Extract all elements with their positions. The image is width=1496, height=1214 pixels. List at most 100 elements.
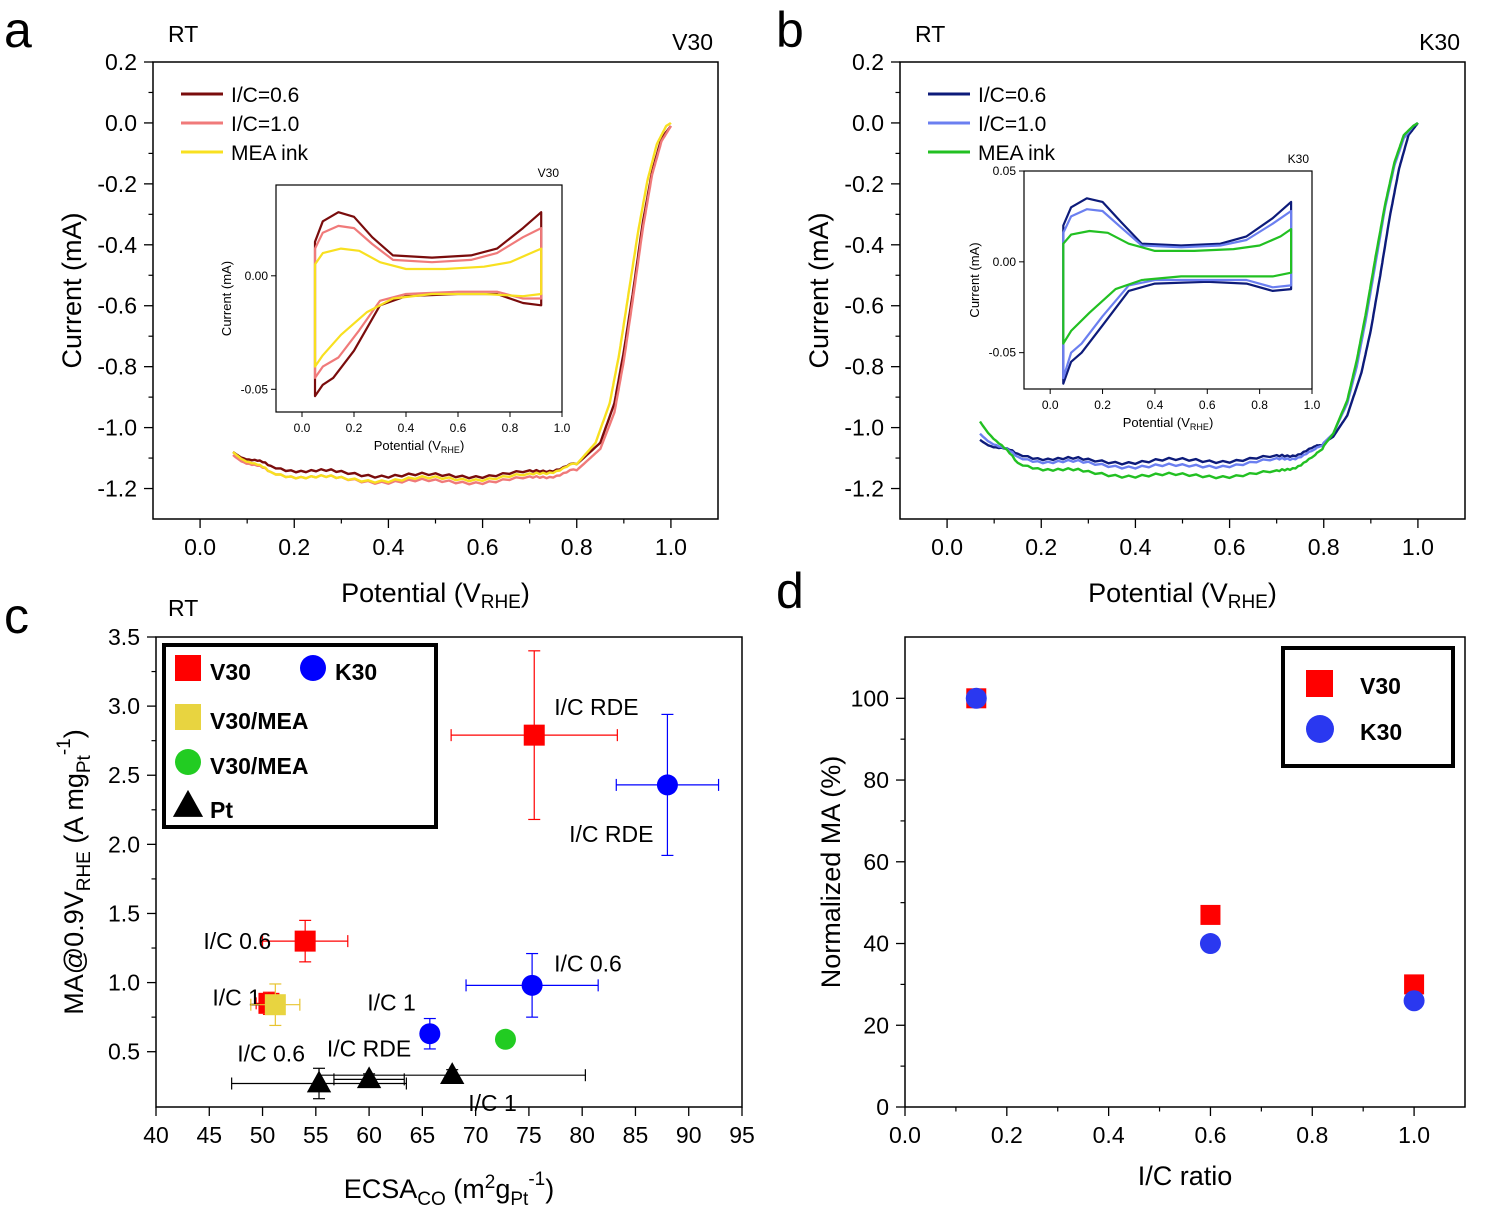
- panel-a-legend-label-2: MEA ink: [231, 142, 309, 165]
- panel-d-x-tick-label: 0.2: [991, 1122, 1023, 1148]
- panel-c-legend-label-3: V30/MEA: [210, 753, 308, 779]
- panel-a-inset-x-tick-label: 0.0: [294, 421, 311, 435]
- panel-b-inset-x-tick-label: 0.0: [1042, 398, 1059, 412]
- panel-b-inset-y-label: Current (mA): [967, 242, 982, 317]
- panel-a-y-tick-label: -1.0: [97, 415, 137, 441]
- panel-a-inset-y-tick-label: 0.00: [245, 269, 269, 283]
- panel-a-x-axis-label: Potential (VRHE): [341, 578, 530, 613]
- panel-c-point-label-9: I/C RDE: [327, 1035, 411, 1061]
- panel-d-y-tick-label: 40: [863, 931, 889, 957]
- panel-a-y-tick-label: -0.4: [97, 232, 137, 258]
- panel-b-y-tick-label: 0.0: [852, 110, 884, 136]
- panel-c-point-8: [306, 1070, 332, 1093]
- panel-a-y-tick-label: -0.2: [97, 171, 137, 197]
- panel-b-inset-x-tick-label: 0.4: [1147, 398, 1164, 412]
- panel-c-legend-marker-2: [175, 704, 201, 730]
- panel-a-inset-y-tick-label: -0.05: [241, 382, 269, 396]
- panel-a-y-axis-label: Current (mA): [57, 212, 87, 368]
- panel-c-legend-marker-3: [175, 749, 201, 775]
- panel-c-point-label-3: I/C RDE: [569, 821, 653, 847]
- panel-d-y-tick-label: 80: [863, 767, 889, 793]
- panel-b-y-tick-label: -1.2: [844, 476, 884, 502]
- panel-c-point-3: [656, 774, 678, 796]
- panel-b-x-tick-label: 0.4: [1119, 534, 1151, 560]
- panel-a-inset-x-tick-label: 0.2: [346, 421, 363, 435]
- panel-a-inset-x-tick-label: 0.4: [398, 421, 415, 435]
- panel-a-y-tick-label: 0.2: [105, 49, 137, 75]
- panel-c-letter: c: [4, 588, 29, 644]
- panel-a-x-tick-label: 0.4: [372, 534, 404, 560]
- panel-d-x-tick-label: 0.8: [1296, 1122, 1328, 1148]
- panel-b-y-axis-label: Current (mA): [804, 212, 834, 368]
- panel-b-series-2-line: [979, 122, 1419, 480]
- panel-b-inset-frame: [1023, 170, 1313, 390]
- panel-b-x-tick-label: 0.2: [1025, 534, 1057, 560]
- panel-c-y-tick-label: 0.5: [108, 1039, 140, 1065]
- panel-a-series-2-line: [232, 122, 672, 484]
- panel-b-y-tick-label: -1.0: [844, 415, 884, 441]
- panel-d-legend-marker-1: [1306, 715, 1334, 743]
- panel-d-x-tick-label: 0.4: [1093, 1122, 1125, 1148]
- panel-c-x-tick-label: 60: [356, 1122, 382, 1148]
- panel-c-y-tick-label: 2.5: [108, 762, 140, 788]
- panel-b-y-tick-label: -0.2: [844, 171, 884, 197]
- panel-d-V30-point-2: [1404, 974, 1425, 995]
- panel-c-legend-label-4: Pt: [210, 797, 233, 823]
- panel-d-K30-point-2: [1403, 990, 1425, 1012]
- panel-c-point-label-5: I/C 1: [367, 990, 416, 1016]
- panel-c-x-tick-label: 70: [463, 1122, 489, 1148]
- panel-d-x-tick-label: 1.0: [1398, 1122, 1430, 1148]
- panel-b-corner-left: RT: [915, 21, 945, 47]
- panel-c-point-1: [294, 930, 316, 952]
- panel-d-y-tick-label: 60: [863, 849, 889, 875]
- panel-b-legend-label-2: MEA ink: [978, 142, 1056, 165]
- panel-a-legend-label-1: I/C=1.0: [231, 113, 299, 136]
- panel-c-point-label-2: I/C 1: [212, 984, 261, 1010]
- panel-b-x-tick-label: 1.0: [1402, 534, 1434, 560]
- panel-b-inset-x-tick-label: 0.6: [1199, 398, 1216, 412]
- panel-c-legend-marker-1: [300, 655, 326, 681]
- panel-b-inset-x-tick-label: 0.8: [1251, 398, 1268, 412]
- panel-d-V30-point-1: [1200, 904, 1221, 925]
- panel-c-point-6: [264, 994, 286, 1016]
- panel-c-point-9: [356, 1066, 382, 1089]
- panel-b-inset-y-tick-label: -0.05: [989, 346, 1017, 360]
- panel-c-y-axis-label: MA@0.9VRHE (A mgPt-1): [54, 729, 95, 1014]
- panel-c-legend-box: [162, 643, 438, 829]
- panel-a-letter: a: [4, 2, 32, 58]
- panel-b-inset-title: K30: [1288, 152, 1310, 166]
- panel-c-x-tick-label: 50: [250, 1122, 276, 1148]
- panel-d-K30-point-1: [1199, 933, 1221, 955]
- panel-d-y-tick-label: 20: [863, 1012, 889, 1038]
- panel-c-y-tick-label: 1.0: [108, 970, 140, 996]
- panel-a-inset-y-label: Current (mA): [219, 261, 234, 336]
- panel-b-y-tick-label: -0.4: [844, 232, 884, 258]
- panel-c-point-label-8: I/C 0.6: [237, 1041, 305, 1067]
- panel-c-x-tick-label: 45: [196, 1122, 222, 1148]
- panel-b-series-0-line: [979, 122, 1419, 466]
- panel-c-corner-left: RT: [168, 595, 198, 621]
- panel-c-legend-marker-0: [175, 655, 201, 681]
- panel-c-x-tick-label: 75: [516, 1122, 542, 1148]
- panel-a-inset-x-tick-label: 1.0: [554, 421, 571, 435]
- panel-c-point-label-0: I/C RDE: [554, 694, 638, 720]
- panel-d-y-tick-label: 100: [851, 685, 889, 711]
- panel-b-corner-right: K30: [1419, 29, 1460, 55]
- panel-c-legend-marker-4: [172, 789, 204, 817]
- panel-c-legend-label-2: V30/MEA: [210, 708, 308, 734]
- panel-a-x-tick-label: 0.0: [184, 534, 216, 560]
- panel-c-point-5: [419, 1023, 441, 1045]
- panel-d-letter: d: [776, 563, 804, 619]
- panel-c-y-tick-label: 1.5: [108, 900, 140, 926]
- panel-c-frame: [155, 636, 743, 1108]
- panel-a-inset-frame: [275, 184, 563, 413]
- panel-a-y-tick-label: -1.2: [97, 476, 137, 502]
- panel-a-inset-bg: [276, 185, 562, 412]
- panel-c-point-7: [494, 1028, 516, 1050]
- panel-a-y-tick-label: -0.8: [97, 354, 137, 380]
- panel-b-y-tick-label: -0.6: [844, 293, 884, 319]
- panel-c-x-tick-label: 80: [569, 1122, 595, 1148]
- panel-c-x-tick-label: 85: [623, 1122, 649, 1148]
- panel-c-y-tick-label: 2.0: [108, 831, 140, 857]
- panel-c-y-tick-label: 3.0: [108, 693, 140, 719]
